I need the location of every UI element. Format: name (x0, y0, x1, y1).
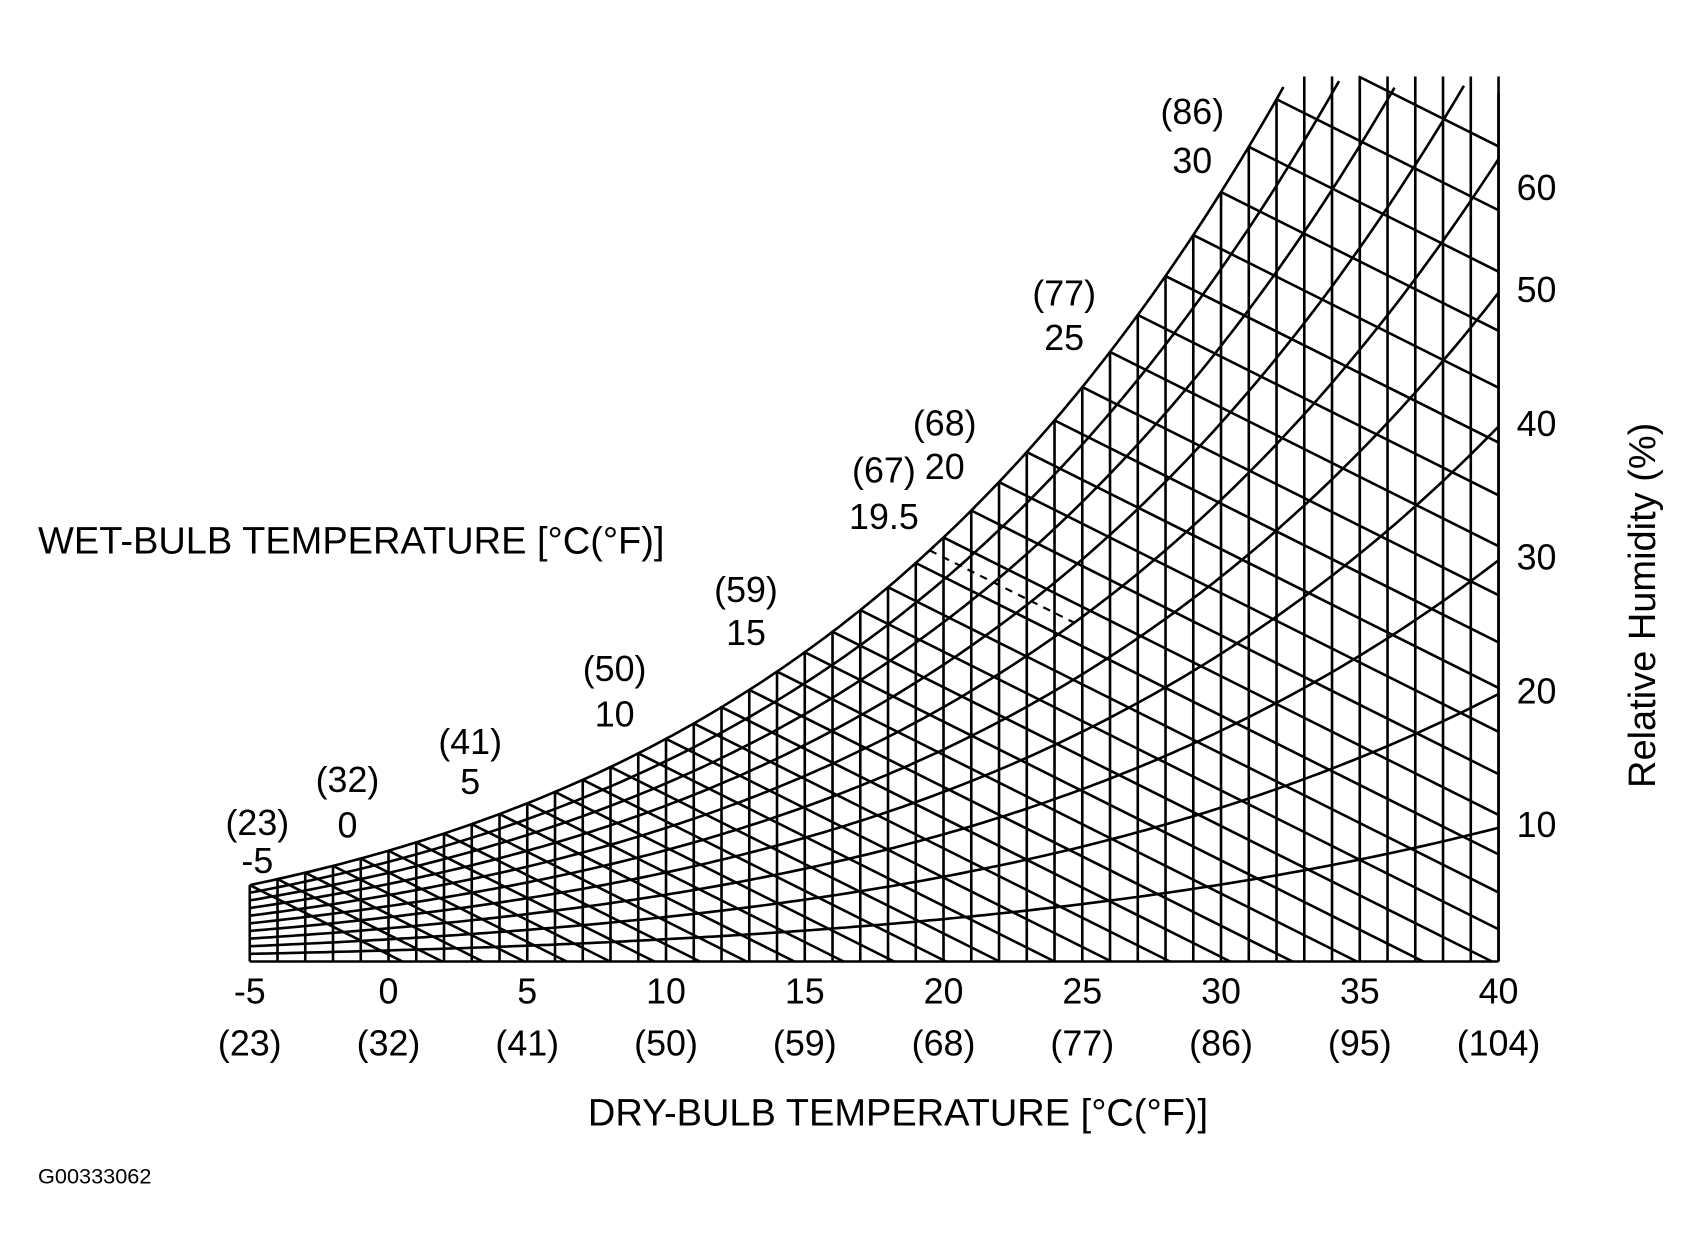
humidity-curve (249, 158, 1500, 917)
wet-bulb-fahrenheit-label: (68) (913, 404, 977, 444)
dry-bulb-fahrenheit-label: (68) (912, 1024, 976, 1064)
wet-bulb-line (1026, 450, 1500, 690)
wet-bulb-line (443, 832, 701, 963)
humidity-curve (249, 80, 1341, 895)
wet-bulb-line (804, 651, 1424, 963)
wet-bulb-line (582, 778, 947, 963)
dry-bulb-celsius-label: 10 (646, 972, 686, 1012)
humidity-label: 60 (1517, 168, 1557, 208)
wet-bulb-line (915, 561, 1500, 856)
wet-bulb-line (859, 608, 1500, 931)
dry-bulb-celsius-label: 5 (517, 972, 537, 1012)
wet-bulb-celsius-label: 15 (726, 613, 766, 653)
wet-bulb-fahrenheit-label: (32) (316, 760, 380, 800)
wet-bulb-line (1164, 274, 1500, 444)
wet-bulb-line (1192, 233, 1500, 389)
wet-bulb-line (1275, 98, 1500, 212)
dry-bulb-fahrenheit-label: (77) (1050, 1024, 1114, 1064)
wet-bulb-line (609, 765, 1001, 963)
wet-bulb-fahrenheit-label: (86) (1160, 92, 1224, 132)
wet-bulb-line (1220, 190, 1500, 332)
dry-bulb-celsius-label: -5 (234, 972, 266, 1012)
wet-bulb-line (720, 705, 1231, 963)
wet-bulb-line (693, 722, 1171, 963)
humidity-title: Relative Humidity (%) (1622, 423, 1664, 788)
humidity-curve (249, 826, 1499, 956)
wet-bulb-line (887, 586, 1500, 894)
humidity-curve (249, 559, 1500, 940)
wet-bulb-fahrenheit-label: (67) (852, 450, 916, 490)
dry-bulb-celsius-label: 40 (1479, 972, 1519, 1012)
dry-bulb-fahrenheit-label: (104) (1457, 1024, 1541, 1064)
chart-grid (248, 75, 1500, 963)
wet-bulb-fahrenheit-label: (41) (438, 722, 502, 762)
wet-bulb-line (554, 790, 895, 963)
saturation-curve (249, 86, 1285, 887)
wet-bulb-line (276, 877, 443, 963)
wet-bulb-line (1109, 350, 1500, 548)
wet-bulb-line (360, 857, 568, 963)
wet-bulb-celsius-label: 5 (460, 762, 480, 802)
dry-bulb-celsius-label: 35 (1340, 972, 1380, 1012)
humidity-label: 30 (1517, 538, 1557, 578)
wet-bulb-line (970, 509, 1500, 776)
wet-bulb-line (1137, 313, 1500, 497)
dry-bulb-celsius-label: 30 (1201, 972, 1241, 1012)
humidity-label: 20 (1517, 671, 1557, 711)
wet-bulb-line (249, 883, 404, 963)
dry-bulb-celsius-label: 0 (379, 972, 399, 1012)
wet-bulb-line (1248, 145, 1500, 273)
humidity-label: 50 (1517, 270, 1557, 310)
wet-bulb-line (1053, 419, 1500, 644)
humidity-curve (249, 692, 1500, 948)
wet-bulb-celsius-label: 0 (338, 805, 358, 845)
wet-bulb-fahrenheit-label: (50) (583, 649, 647, 689)
dry-bulb-fahrenheit-label: (50) (634, 1024, 698, 1064)
wet-bulb-line (776, 670, 1358, 963)
humidity-label: 40 (1517, 404, 1557, 444)
wet-bulb-line (637, 752, 1056, 963)
wet-bulb-title: WET-BULB TEMPERATURE [°C(°F)] (38, 520, 664, 562)
wet-bulb-line (1358, 75, 1500, 148)
wet-bulb-line (387, 849, 611, 963)
wet-bulb-line (665, 737, 1112, 963)
wet-bulb-line (471, 822, 748, 963)
wet-bulb-line (526, 802, 845, 963)
humidity-label: 10 (1517, 805, 1557, 845)
wet-bulb-line (748, 688, 1294, 963)
wet-bulb-celsius-label: 30 (1172, 141, 1212, 181)
humidity-curve (249, 87, 1396, 902)
wet-bulb-line (498, 812, 796, 963)
dry-bulb-fahrenheit-label: (32) (357, 1024, 421, 1064)
wet-bulb-line (332, 864, 525, 963)
wet-bulb-line (942, 536, 1500, 817)
example-dashed-line (929, 549, 1084, 962)
figure-code: G00333062 (38, 1163, 151, 1188)
dry-bulb-fahrenheit-label: (41) (495, 1024, 559, 1064)
wet-bulb-line (831, 630, 1493, 963)
dry-bulb-fahrenheit-label: (95) (1328, 1024, 1392, 1064)
wet-bulb-celsius-label: 10 (595, 695, 635, 735)
dry-bulb-fahrenheit-label: (59) (773, 1024, 837, 1064)
wet-bulb-celsius-label: -5 (241, 841, 273, 881)
wet-bulb-celsius-label: 25 (1044, 318, 1084, 358)
wet-bulb-celsius-label: 19.5 (849, 497, 919, 537)
dry-bulb-celsius-label: 15 (785, 972, 825, 1012)
humidity-curve (249, 291, 1500, 925)
dry-bulb-title: DRY-BULB TEMPERATURE [°C(°F)] (588, 1093, 1208, 1135)
wet-bulb-line (1081, 385, 1500, 597)
wet-bulb-line (415, 841, 656, 963)
dry-bulb-celsius-label: 20 (924, 972, 964, 1012)
dry-bulb-fahrenheit-label: (86) (1189, 1024, 1253, 1064)
wet-bulb-fahrenheit-label: (77) (1032, 273, 1096, 313)
wet-bulb-line (304, 871, 484, 963)
wet-bulb-celsius-label: 20 (925, 447, 965, 487)
dry-bulb-celsius-label: 25 (1062, 972, 1102, 1012)
wet-bulb-fahrenheit-label: (23) (225, 803, 289, 843)
wet-bulb-fahrenheit-label: (59) (714, 570, 778, 610)
dry-bulb-fahrenheit-label: (23) (218, 1024, 282, 1064)
wet-bulb-line (998, 480, 1500, 733)
